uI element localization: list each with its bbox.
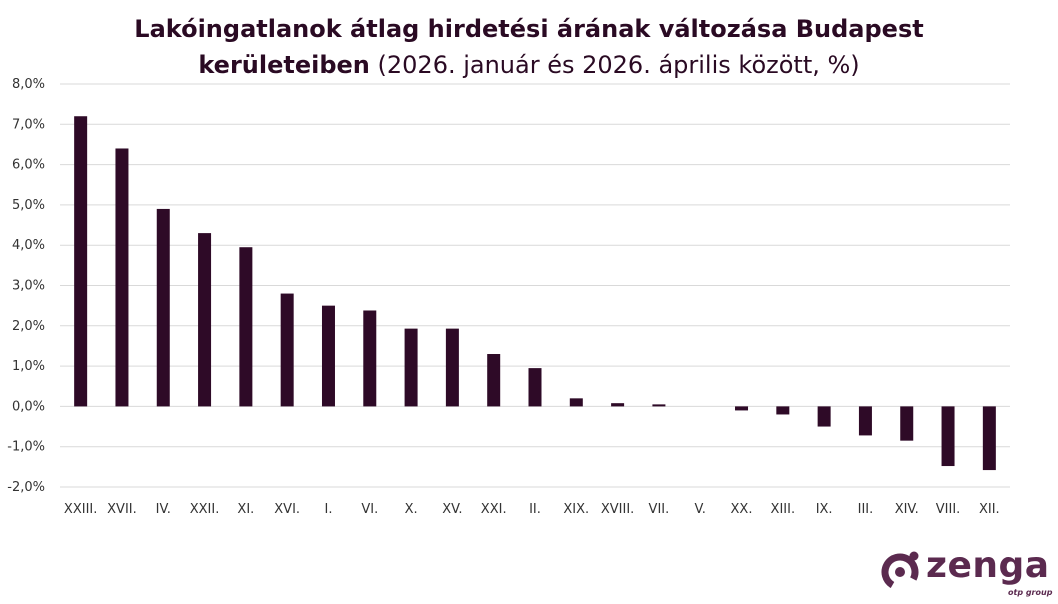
y-tick-label: 0,0% [12,399,45,414]
x-category-label: XXII. [190,502,220,517]
bar [404,328,418,407]
bar [982,406,996,471]
y-tick-label: 1,0% [12,359,45,374]
x-category-label: V. [695,502,706,517]
x-category-label: VI. [361,502,378,517]
bar [115,148,129,407]
chart-title-bold-part: kerületeiben [198,51,370,79]
y-tick-label: 3,0% [12,279,45,294]
bar [817,406,831,427]
x-category-label: XXI. [481,502,507,517]
bars [74,116,996,471]
x-category-label: VII. [649,502,670,517]
zenga-logo-icon [881,551,919,591]
y-tick-label: 4,0% [12,238,45,253]
bar [198,233,212,407]
bar [776,406,790,415]
x-category-label: XV. [442,502,462,517]
y-tick-label: 5,0% [12,198,45,213]
x-category-label: I. [324,502,332,517]
y-tick-label: 7,0% [12,117,45,132]
y-axis-tick-labels: -2,0% -1,0% 0,0% 1,0% 2,0% 3,0% 4,0% 5,0% 6,0% 7,… [7,77,45,495]
bar [941,406,955,467]
bar [280,293,294,407]
bar [735,406,749,411]
y-tick-label: 8,0% [12,77,45,92]
x-category-label: XXIII. [64,502,97,517]
gridlines [60,83,1010,488]
bar [74,116,88,407]
zenga-logo-subtext: otp group [1008,588,1053,597]
y-tick-label: 6,0% [12,158,45,173]
bar [487,354,501,407]
x-category-label: XIX. [563,502,589,517]
zenga-logo-wordmark: zenga [926,545,1050,586]
y-tick-label: 2,0% [12,319,45,334]
chart-title-subtitle: (2026. január és 2026. április között, %… [369,51,860,79]
chart-title-line2: kerületeiben (2026. január és 2026. ápri… [0,48,1058,82]
x-category-label: IV. [156,502,171,517]
x-category-label: VIII. [936,502,961,517]
x-category-label: II. [529,502,541,517]
chart-title-line1: Lakóingatlanok átlag hirdetési árának vá… [0,12,1058,46]
chart-title-text: Lakóingatlanok átlag hirdetési árának vá… [134,15,924,43]
bar [652,404,666,407]
x-category-label: XIV. [895,502,919,517]
x-category-label: XVII. [107,502,137,517]
bar [239,247,253,407]
x-category-label: XII. [979,502,1000,517]
bar [900,406,914,441]
bar [445,328,459,407]
x-category-label: X. [405,502,418,517]
x-category-label: XVIII. [601,502,634,517]
x-category-label: XX. [731,502,753,517]
bar [156,208,170,407]
zenga-logo: zenga otp group [878,544,1053,600]
x-category-label: XIII. [771,502,796,517]
bar [321,305,335,407]
x-category-label: III. [858,502,874,517]
y-tick-label: -2,0% [7,480,45,495]
bar [363,310,377,407]
bar [858,406,872,436]
bar [611,403,625,407]
bar [528,368,542,407]
x-axis-category-labels: XXIII. XVII. IV. XXII. XI. XVI. I. VI. X. XV. XXI.… [64,502,1000,517]
x-category-label: IX. [816,502,833,517]
bar [569,398,583,407]
x-category-label: XVI. [274,502,300,517]
y-tick-label: -1,0% [7,440,45,455]
x-category-label: XI. [237,502,254,517]
